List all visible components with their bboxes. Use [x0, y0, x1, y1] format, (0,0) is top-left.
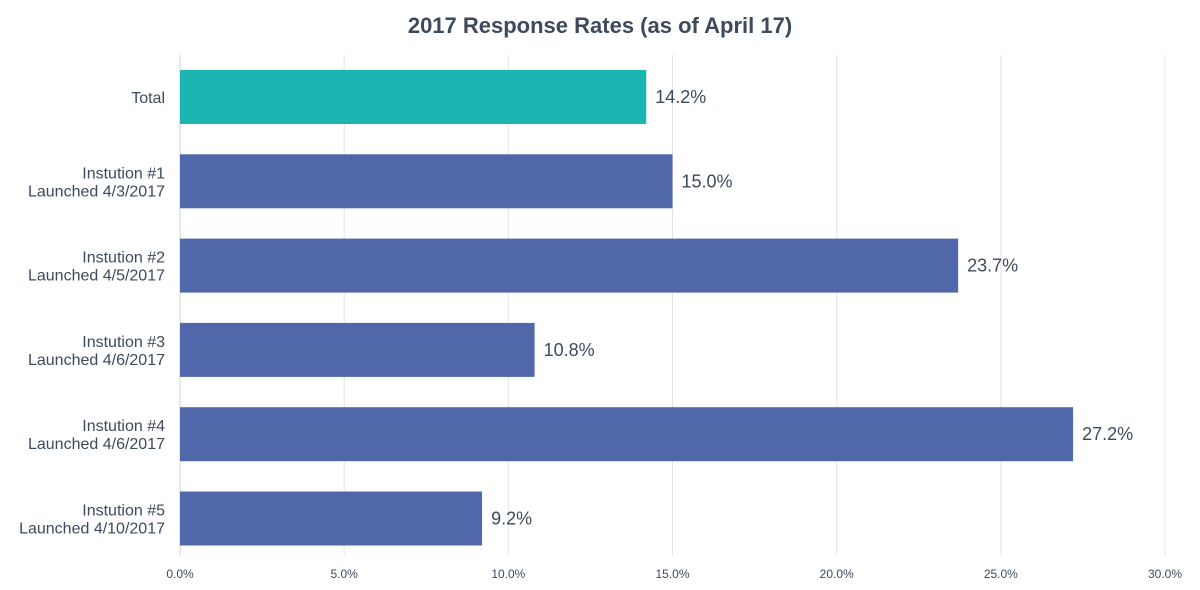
x-tick-label: 30.0% — [1148, 567, 1182, 581]
bar-value-label: 14.2% — [655, 87, 706, 107]
x-tick-label: 25.0% — [984, 567, 1018, 581]
category-label: Launched 4/6/2017 — [28, 352, 165, 369]
x-tick-label: 0.0% — [166, 567, 194, 581]
x-tick-label: 15.0% — [655, 567, 689, 581]
category-label: Launched 4/6/2017 — [28, 436, 165, 453]
bars — [180, 70, 1074, 546]
category-label: Total — [131, 90, 165, 107]
category-label: Instution #2 — [82, 250, 165, 267]
category-label: Launched 4/10/2017 — [19, 521, 165, 538]
bar — [180, 491, 483, 546]
bar-value-label: 10.8% — [544, 340, 595, 360]
category-label: Launched 4/5/2017 — [28, 268, 165, 285]
category-label: Instution #4 — [82, 418, 165, 435]
value-labels: 14.2% 15.0% 23.7% 10.8% 27.2% 9.2% — [491, 87, 1133, 529]
category-label: Launched 4/3/2017 — [28, 183, 165, 200]
x-tick-label: 20.0% — [820, 567, 854, 581]
x-tick-label: 10.0% — [491, 567, 525, 581]
bar — [180, 70, 647, 124]
x-axis-ticks: 0.0% 5.0% 10.0% 15.0% 20.0% 25.0% 30.0% — [166, 567, 1182, 581]
chart-title: 2017 Response Rates (as of April 17) — [408, 13, 792, 38]
bar — [180, 322, 535, 377]
category-label: Instution #5 — [82, 503, 165, 520]
bar — [180, 154, 673, 209]
category-label: Instution #1 — [82, 165, 165, 182]
x-tick-label: 5.0% — [330, 567, 358, 581]
bar-value-label: 23.7% — [967, 256, 1018, 276]
gridlines — [179, 55, 1166, 555]
bar — [180, 238, 959, 293]
bar-value-label: 9.2% — [491, 509, 532, 529]
bar-value-label: 15.0% — [682, 171, 733, 191]
bar-value-label: 27.2% — [1082, 424, 1133, 444]
category-label: Instution #3 — [82, 334, 165, 351]
bar — [180, 407, 1074, 462]
